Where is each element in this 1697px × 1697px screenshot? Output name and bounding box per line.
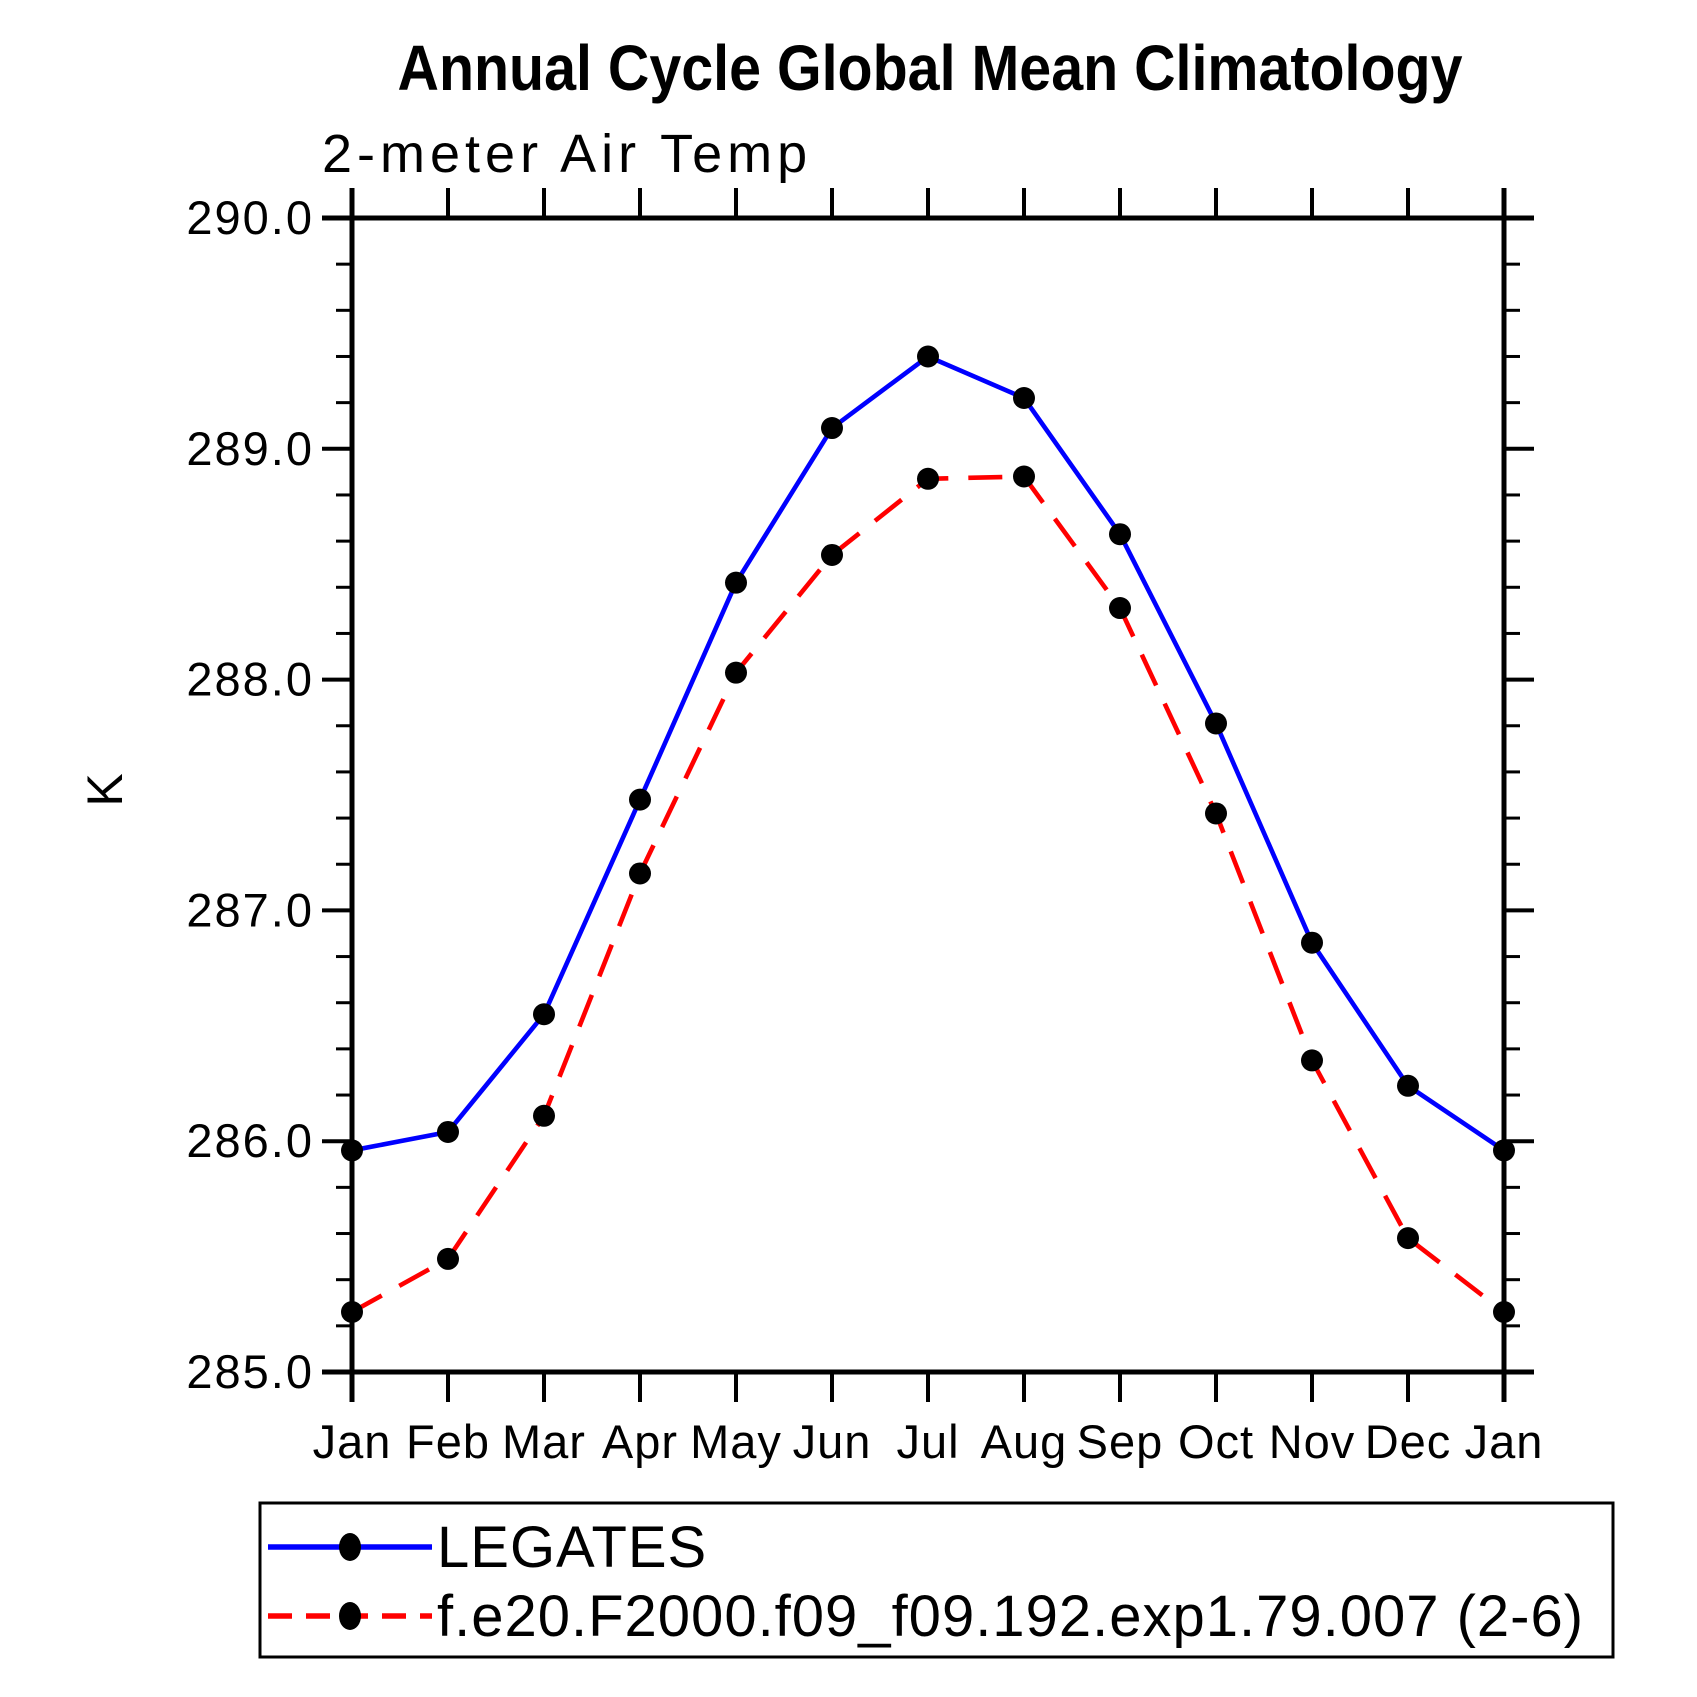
- x-tick-label: Mar: [502, 1415, 586, 1468]
- data-series: [341, 345, 1515, 1323]
- x-tick-label: Aug: [981, 1415, 1068, 1468]
- data-point-marker: [821, 417, 843, 440]
- data-point-marker: [341, 1139, 363, 1162]
- data-point-marker: [725, 661, 747, 684]
- x-tick-label: Dec: [1365, 1415, 1452, 1468]
- data-point-marker: [1301, 931, 1323, 954]
- data-point-marker: [1013, 387, 1035, 410]
- data-point-marker: [1493, 1300, 1515, 1323]
- data-point-marker: [1397, 1227, 1419, 1250]
- data-point-marker: [1109, 523, 1131, 546]
- y-tick-label: 286.0: [186, 1114, 314, 1167]
- data-point-marker: [533, 1104, 555, 1127]
- chart-title: Annual Cycle Global Mean Climatology: [398, 32, 1463, 104]
- data-point-marker: [437, 1247, 459, 1270]
- y-tick-label: 285.0: [186, 1345, 314, 1398]
- data-point-marker: [1205, 712, 1227, 735]
- x-tick-label: Oct: [1178, 1415, 1254, 1468]
- legend-box: [258, 1501, 1615, 1659]
- y-tick-label: 289.0: [186, 422, 314, 475]
- data-point-marker: [437, 1120, 459, 1143]
- data-point-marker: [1109, 597, 1131, 620]
- legend: LEGATESf.e20.F2000.f09_f09.192.exp1.79.0…: [258, 1501, 1615, 1659]
- legend-marker: [339, 1533, 361, 1561]
- y-tick-label: 287.0: [186, 883, 314, 936]
- data-point-marker: [1493, 1139, 1515, 1162]
- chart-subtitle: 2-meter Air Temp: [322, 124, 812, 184]
- axes: 285.0 286.0 287.0 288.0 289.0 290.0 Jan Feb Mar A…: [186, 188, 1544, 1468]
- data-point-marker: [629, 788, 651, 811]
- y-axis-label: K: [77, 773, 133, 806]
- x-tick-label: Nov: [1269, 1415, 1356, 1468]
- y-tick-label: 290.0: [186, 191, 314, 244]
- legend-item-label: f.e20.F2000.f09_f09.192.exp1.79.007 (2-6…: [437, 1584, 1584, 1649]
- x-tick-label: Jan: [1465, 1415, 1544, 1468]
- legend-marker: [339, 1602, 361, 1630]
- x-tick-label: Jan: [313, 1415, 392, 1468]
- x-tick-label: Sep: [1077, 1415, 1164, 1468]
- legend-item-label: LEGATES: [437, 1515, 707, 1580]
- data-point-marker: [917, 467, 939, 490]
- data-point-marker: [533, 1003, 555, 1026]
- data-point-marker: [1205, 802, 1227, 825]
- data-point-marker: [629, 862, 651, 885]
- x-tick-label: Jun: [793, 1415, 872, 1468]
- x-tick-label: Feb: [406, 1415, 490, 1468]
- data-point-marker: [1397, 1074, 1419, 1097]
- y-tick-label: 288.0: [186, 653, 314, 706]
- x-tick-label: May: [690, 1415, 782, 1468]
- series-line: [350, 474, 1506, 1315]
- data-point-marker: [821, 543, 843, 566]
- x-tick-label: Apr: [602, 1415, 678, 1468]
- data-point-marker: [1301, 1049, 1323, 1072]
- data-point-marker: [725, 571, 747, 594]
- x-tick-label: Jul: [896, 1415, 959, 1468]
- data-point-marker: [1013, 465, 1035, 488]
- data-point-marker: [341, 1300, 363, 1323]
- data-point-marker: [917, 345, 939, 368]
